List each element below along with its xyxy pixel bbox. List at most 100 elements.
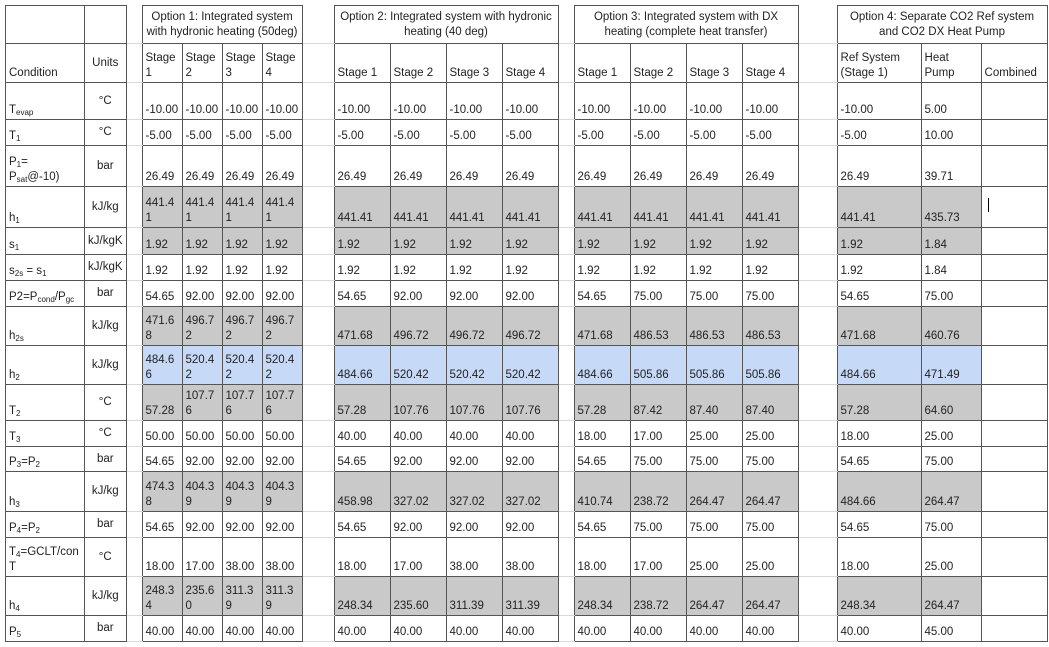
- value-cell[interactable]: 1.92: [573, 227, 631, 255]
- value-cell[interactable]: 520.42: [261, 345, 303, 385]
- value-cell[interactable]: 75.00: [685, 446, 743, 472]
- value-cell[interactable]: 87.40: [741, 384, 799, 421]
- value-cell[interactable]: 264.47: [741, 576, 799, 616]
- value-cell[interactable]: 92.00: [501, 446, 559, 472]
- value-cell[interactable]: 17.00: [181, 537, 223, 577]
- value-cell[interactable]: 471.68: [333, 306, 391, 346]
- value-cell[interactable]: 54.65: [836, 446, 922, 472]
- value-cell[interactable]: 264.47: [685, 576, 743, 616]
- value-cell[interactable]: 54.65: [573, 280, 631, 307]
- value-cell[interactable]: 264.47: [741, 471, 799, 512]
- value-cell[interactable]: 441.41: [221, 186, 263, 228]
- option-2-title[interactable]: Option 2: Integrated system with hydroni…: [333, 5, 559, 44]
- combined-cell[interactable]: [980, 511, 1048, 538]
- condition-cell[interactable]: h4: [5, 576, 85, 616]
- value-cell[interactable]: 484.66: [836, 471, 922, 512]
- value-cell[interactable]: -10.00: [629, 82, 687, 120]
- combined-cell[interactable]: [980, 345, 1048, 385]
- combined-cell[interactable]: [980, 576, 1048, 616]
- value-cell[interactable]: 520.42: [501, 345, 559, 385]
- units-cell[interactable]: kJ/kgK: [84, 227, 127, 255]
- value-cell[interactable]: 484.66: [333, 345, 391, 385]
- value-cell[interactable]: 235.60: [181, 576, 223, 616]
- condition-cell[interactable]: Tevap: [5, 82, 85, 120]
- value-cell[interactable]: 496.72: [501, 306, 559, 346]
- value-cell[interactable]: -10.00: [181, 82, 223, 120]
- combined-cell[interactable]: [980, 254, 1048, 281]
- value-cell[interactable]: 248.34: [141, 576, 183, 616]
- value-cell[interactable]: -10.00: [141, 82, 183, 120]
- condition-cell[interactable]: h2s: [5, 306, 85, 346]
- value-cell[interactable]: 40.00: [445, 615, 503, 642]
- value-cell[interactable]: 92.00: [261, 511, 303, 538]
- value-cell[interactable]: 1.84: [920, 254, 982, 281]
- column-header[interactable]: Stage 3: [445, 43, 503, 83]
- value-cell[interactable]: 25.00: [741, 420, 799, 447]
- value-cell[interactable]: 1.92: [685, 254, 743, 281]
- value-cell[interactable]: 92.00: [389, 446, 447, 472]
- value-cell[interactable]: 87.40: [685, 384, 743, 421]
- combined-cell[interactable]: [980, 119, 1048, 146]
- value-cell[interactable]: 107.76: [445, 384, 503, 421]
- units-cell[interactable]: °C: [84, 420, 127, 447]
- condition-cell[interactable]: P4=P2: [5, 511, 85, 538]
- value-cell[interactable]: 107.76: [389, 384, 447, 421]
- value-cell[interactable]: 484.66: [141, 345, 183, 385]
- value-cell[interactable]: 1.92: [181, 227, 223, 255]
- column-header[interactable]: Stage 4: [501, 43, 559, 83]
- value-cell[interactable]: 441.41: [836, 186, 922, 228]
- value-cell[interactable]: 26.49: [501, 145, 559, 187]
- value-cell[interactable]: 471.68: [141, 306, 183, 346]
- value-cell[interactable]: 486.53: [629, 306, 687, 346]
- value-cell[interactable]: 248.34: [333, 576, 391, 616]
- column-header[interactable]: Stage 4: [261, 43, 303, 83]
- units-cell[interactable]: bar: [84, 280, 127, 307]
- value-cell[interactable]: -10.00: [685, 82, 743, 120]
- value-cell[interactable]: 484.66: [573, 345, 631, 385]
- value-cell[interactable]: 311.39: [261, 576, 303, 616]
- condition-cell[interactable]: s1: [5, 227, 85, 255]
- condition-header[interactable]: Condition: [5, 43, 85, 83]
- value-cell[interactable]: 486.53: [741, 306, 799, 346]
- value-cell[interactable]: 92.00: [445, 280, 503, 307]
- value-cell[interactable]: 107.76: [501, 384, 559, 421]
- units-cell[interactable]: °C: [84, 119, 127, 146]
- value-cell[interactable]: 92.00: [221, 446, 263, 472]
- value-cell[interactable]: 75.00: [741, 446, 799, 472]
- value-cell[interactable]: 264.47: [920, 471, 982, 512]
- value-cell[interactable]: 235.60: [389, 576, 447, 616]
- column-header[interactable]: Stage 4: [741, 43, 799, 83]
- value-cell[interactable]: 1.92: [445, 227, 503, 255]
- units-cell[interactable]: bar: [84, 615, 127, 642]
- value-cell[interactable]: 404.39: [221, 471, 263, 512]
- combined-cell[interactable]: [980, 615, 1048, 642]
- value-cell[interactable]: 1.92: [261, 227, 303, 255]
- value-cell[interactable]: 92.00: [221, 280, 263, 307]
- value-cell[interactable]: 1.92: [629, 254, 687, 281]
- value-cell[interactable]: 327.02: [389, 471, 447, 512]
- value-cell[interactable]: 26.49: [836, 145, 922, 187]
- value-cell[interactable]: 107.76: [181, 384, 223, 421]
- value-cell[interactable]: 441.41: [629, 186, 687, 228]
- value-cell[interactable]: 50.00: [221, 420, 263, 447]
- value-cell[interactable]: 441.41: [333, 186, 391, 228]
- value-cell[interactable]: 486.53: [685, 306, 743, 346]
- value-cell[interactable]: 471.68: [836, 306, 922, 346]
- value-cell[interactable]: -5.00: [141, 119, 183, 146]
- value-cell[interactable]: 40.00: [261, 615, 303, 642]
- value-cell[interactable]: 327.02: [445, 471, 503, 512]
- value-cell[interactable]: 484.66: [836, 345, 922, 385]
- value-cell[interactable]: 64.60: [920, 384, 982, 421]
- units-cell[interactable]: kJ/kg: [84, 186, 127, 228]
- value-cell[interactable]: 25.00: [685, 420, 743, 447]
- option-4-title[interactable]: Option 4: Separate CO2 Ref system and CO…: [836, 5, 1048, 44]
- value-cell[interactable]: 75.00: [920, 511, 982, 538]
- value-cell[interactable]: 496.72: [445, 306, 503, 346]
- value-cell[interactable]: 311.39: [501, 576, 559, 616]
- value-cell[interactable]: 75.00: [685, 511, 743, 538]
- value-cell[interactable]: 40.00: [181, 615, 223, 642]
- value-cell[interactable]: -5.00: [836, 119, 922, 146]
- combined-cell[interactable]: [980, 446, 1048, 472]
- units-cell[interactable]: kJ/kg: [84, 471, 127, 512]
- value-cell[interactable]: 496.72: [389, 306, 447, 346]
